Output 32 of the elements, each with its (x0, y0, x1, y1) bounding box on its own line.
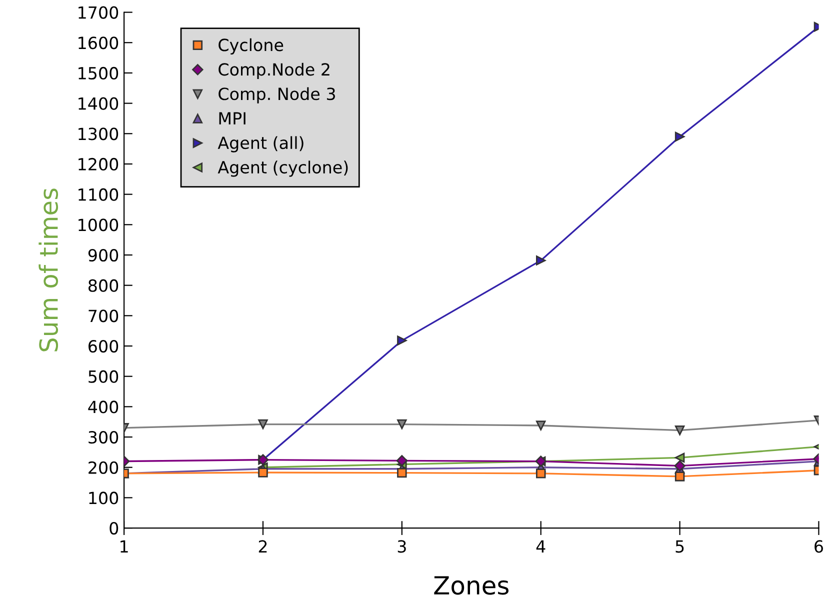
x-tick-label: 6 (814, 540, 823, 553)
y-tick-label: 600 (88, 340, 118, 353)
x-tick-label: 5 (676, 540, 684, 553)
y-tick-label: 1500 (78, 66, 118, 80)
x-tick-label: 2 (258, 540, 267, 553)
y-tick-label: 1700 (78, 6, 118, 19)
legend-label: MPI (219, 112, 246, 124)
y-tick-label: 300 (88, 430, 118, 444)
x-tick-label: 3 (398, 540, 406, 553)
y-tick-label: 100 (89, 492, 118, 504)
y-tick-label: 1000 (78, 218, 118, 232)
y-tick-label: 0 (110, 522, 118, 535)
y-tick-label: 1100 (78, 188, 118, 201)
x-tick-label: 1 (120, 540, 128, 553)
y-tick-label: 1600 (78, 36, 118, 50)
legend-label: Cyclone (218, 38, 284, 54)
y-tick-label: 700 (88, 310, 118, 322)
legend-label: Agent (cyclone) (218, 160, 348, 177)
legend-label: Comp.Node 2 (218, 62, 330, 79)
y-tick-label: 200 (88, 461, 118, 474)
y-tick-label: 500 (88, 370, 118, 383)
y-tick-label: 800 (88, 279, 118, 292)
y-tick-label: 900 (88, 248, 118, 262)
y-tick-label: 1300 (78, 128, 118, 140)
y-tick-label: 1200 (78, 158, 118, 171)
y-tick-label: 1400 (78, 97, 118, 110)
x-axis-title: Zones (434, 576, 509, 595)
y-tick-label: 400 (88, 400, 118, 414)
x-tick-label: 4 (536, 540, 546, 553)
legend-label: Comp. Node 3 (218, 87, 335, 104)
y-axis-title: Sum of times (38, 188, 58, 352)
legend-label: Agent (all) (218, 136, 304, 152)
